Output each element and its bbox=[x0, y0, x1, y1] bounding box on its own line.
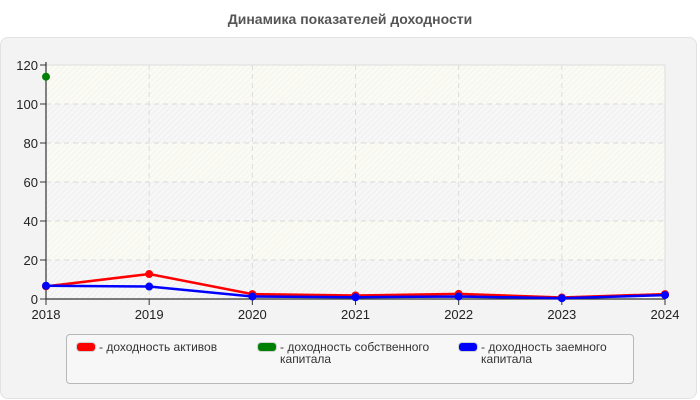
legend-item-equity[interactable]: - доходность собственного капитала bbox=[258, 341, 429, 365]
data-point[interactable] bbox=[42, 281, 50, 290]
data-point[interactable] bbox=[248, 292, 257, 301]
x-tick-label: 2024 bbox=[651, 307, 680, 322]
y-tick-label: 20 bbox=[24, 253, 38, 268]
y-tick-label: 60 bbox=[24, 175, 38, 190]
legend-item-assets[interactable]: - доходность активов bbox=[77, 341, 217, 353]
legend-swatch-blue-icon bbox=[459, 343, 477, 351]
y-tick-label: 0 bbox=[31, 292, 38, 307]
legend-item-debt[interactable]: - доходность заемного капитала bbox=[459, 341, 607, 365]
series-lines bbox=[42, 72, 669, 303]
legend-label: - доходность активов bbox=[99, 340, 218, 354]
y-tick-label: 40 bbox=[24, 214, 38, 229]
data-point[interactable] bbox=[145, 270, 154, 279]
y-tick-label: 100 bbox=[16, 97, 38, 112]
legend-swatch-green-icon bbox=[258, 343, 276, 351]
data-point[interactable] bbox=[145, 282, 154, 291]
x-tick-label: 2021 bbox=[341, 307, 370, 322]
y-tick-label: 80 bbox=[24, 136, 38, 151]
data-point[interactable] bbox=[454, 292, 463, 301]
data-point[interactable] bbox=[661, 291, 669, 300]
x-tick-label: 2023 bbox=[547, 307, 576, 322]
data-point[interactable] bbox=[42, 72, 50, 81]
legend-label: - доходность собственного капитала bbox=[280, 340, 430, 366]
y-tick-label: 120 bbox=[16, 58, 38, 73]
legend: - доходность активов - доходность собств… bbox=[66, 334, 634, 384]
x-tick-label: 2022 bbox=[444, 307, 473, 322]
legend-swatch-red-icon bbox=[77, 343, 95, 351]
x-tick-label: 2019 bbox=[135, 307, 164, 322]
data-point[interactable] bbox=[557, 294, 566, 303]
data-point[interactable] bbox=[351, 293, 360, 302]
gridlines bbox=[46, 65, 665, 299]
x-tick-label: 2018 bbox=[32, 307, 61, 322]
x-tick-label: 2020 bbox=[238, 307, 267, 322]
chart-title: Динамика показателей доходности bbox=[227, 11, 473, 27]
tick-labels: 0 20 40 60 80 100 120 2018 2019 2020 2021 2022 2023 2… bbox=[16, 58, 679, 322]
legend-label: - доходность заемного капитала bbox=[481, 340, 607, 366]
